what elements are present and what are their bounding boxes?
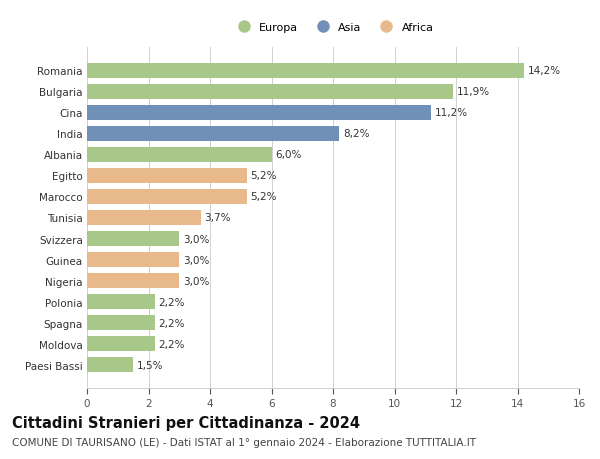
Bar	[87, 357, 133, 372]
Text: 5,2%: 5,2%	[251, 192, 277, 202]
Bar	[87, 315, 155, 330]
Bar	[87, 84, 453, 100]
Text: 1,5%: 1,5%	[137, 360, 163, 370]
Text: Cittadini Stranieri per Cittadinanza - 2024: Cittadini Stranieri per Cittadinanza - 2…	[12, 415, 360, 431]
Text: 5,2%: 5,2%	[251, 171, 277, 181]
Text: 11,9%: 11,9%	[457, 87, 490, 97]
Bar	[87, 231, 179, 246]
Text: 3,7%: 3,7%	[205, 213, 231, 223]
Text: 6,0%: 6,0%	[275, 150, 302, 160]
Bar	[87, 127, 339, 142]
Bar	[87, 274, 179, 289]
Text: 3,0%: 3,0%	[183, 234, 209, 244]
Bar	[87, 64, 524, 79]
Text: 2,2%: 2,2%	[158, 339, 185, 349]
Text: 8,2%: 8,2%	[343, 129, 370, 139]
Text: 11,2%: 11,2%	[435, 108, 468, 118]
Bar	[87, 168, 247, 184]
Text: 3,0%: 3,0%	[183, 255, 209, 265]
Bar	[87, 252, 179, 268]
Bar	[87, 190, 247, 205]
Legend: Europa, Asia, Africa: Europa, Asia, Africa	[229, 20, 437, 36]
Bar	[87, 294, 155, 309]
Text: COMUNE DI TAURISANO (LE) - Dati ISTAT al 1° gennaio 2024 - Elaborazione TUTTITAL: COMUNE DI TAURISANO (LE) - Dati ISTAT al…	[12, 437, 476, 447]
Bar	[87, 336, 155, 352]
Text: 3,0%: 3,0%	[183, 276, 209, 286]
Bar	[87, 211, 201, 225]
Text: 2,2%: 2,2%	[158, 297, 185, 307]
Bar	[87, 147, 271, 162]
Text: 14,2%: 14,2%	[527, 66, 560, 76]
Text: 2,2%: 2,2%	[158, 318, 185, 328]
Bar	[87, 106, 431, 121]
